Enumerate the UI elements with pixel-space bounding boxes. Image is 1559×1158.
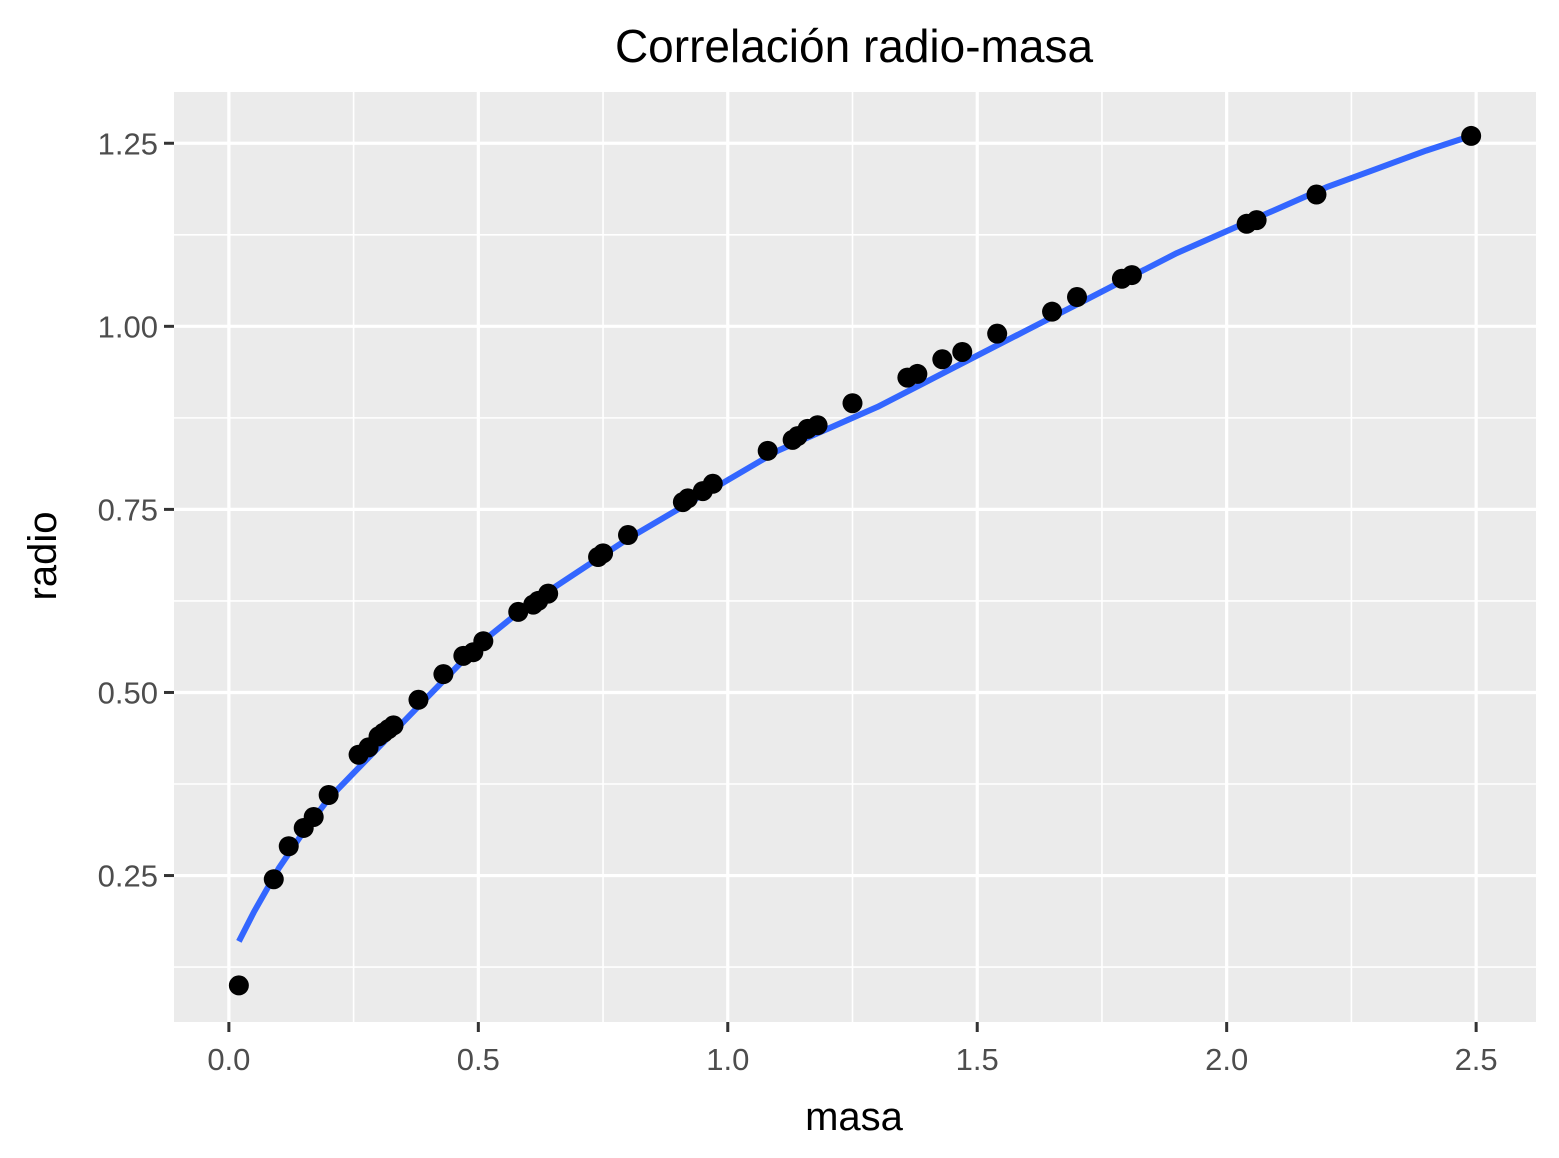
y-tick-label: 0.75 [98,492,158,527]
data-point [508,601,529,622]
data-point [228,975,249,996]
ticks-layer: 0.0 0.5 1.0 1.5 2.0 2.5 0.25 0.50 0.75 1.00 1.25 [98,126,1498,1077]
chart-title: Correlación radio-masa [615,20,1093,72]
data-point [618,525,638,546]
data-point [473,631,494,652]
data-point [932,349,953,370]
trend-layer [236,133,1473,943]
data-point [842,393,863,414]
grid-layer [174,92,1536,1022]
data-point [263,869,284,890]
x-tick-label: 1.0 [706,1042,749,1077]
data-point [1246,210,1267,231]
trend-line [236,133,1473,943]
y-tick-label: 0.50 [98,675,158,710]
x-tick-label: 0.5 [457,1042,500,1077]
data-point [807,415,828,436]
data-point [303,806,324,827]
data-point [433,664,454,685]
x-tick-label: 2.0 [1205,1042,1248,1077]
data-point [383,715,404,736]
x-tick-label: 2.5 [1455,1042,1498,1077]
y-axis-title: radio [21,512,65,601]
data-point [1067,287,1088,308]
data-point [1306,184,1327,205]
data-point [757,440,778,461]
x-tick-label: 0.0 [207,1042,250,1077]
y-tick-label: 1.25 [98,126,158,161]
data-point [907,363,928,384]
data-point [1461,125,1482,146]
data-point [702,473,723,494]
data-point [987,323,1008,344]
y-tick-label: 1.00 [98,309,158,344]
data-point [538,583,559,604]
data-point [952,341,973,362]
data-point [1121,265,1142,286]
data-point [593,543,614,564]
data-point [677,488,698,509]
data-point [1042,301,1063,322]
y-tick-label: 0.25 [98,859,158,894]
x-tick-label: 1.5 [956,1042,999,1077]
plot-panel [174,92,1536,1022]
points-layer [228,125,1482,996]
data-point [318,784,339,805]
data-point [278,836,299,857]
x-axis-title: masa [805,1095,904,1139]
data-point [408,689,429,710]
